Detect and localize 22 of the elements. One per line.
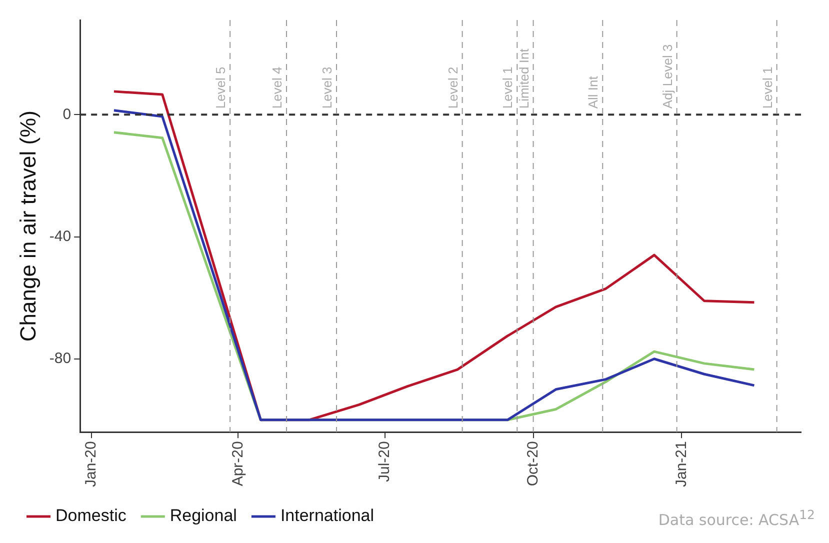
- y-tick-label: 0: [62, 106, 72, 123]
- y-tick-label: -80: [49, 350, 72, 368]
- y-axis-title: Change in air travel (%): [15, 110, 40, 342]
- x-tick-label: Oct-20: [524, 441, 542, 486]
- ref-line-label: Level 2: [445, 66, 460, 109]
- ref-line-label: Level 3: [320, 66, 335, 109]
- y-tick-label: -40: [49, 228, 72, 245]
- ref-line-label: All Int: [586, 76, 601, 109]
- ref-line-label: Level 4: [270, 66, 285, 109]
- x-tick-label: Jul-20: [376, 441, 394, 482]
- ref-line-label: Level 1: [760, 66, 775, 109]
- ref-line-label: Level 1: [500, 66, 516, 109]
- source-note: Data source: ACSA$^{12}$: [658, 507, 815, 529]
- legend-label: Domestic: [56, 506, 127, 526]
- legend-label: Regional: [170, 506, 237, 526]
- x-tick-label: Jan-20: [82, 441, 100, 488]
- legend-label: International: [280, 506, 374, 526]
- x-tick-label: Jan-21: [672, 441, 690, 488]
- ref-line-label: Limited Int: [516, 48, 532, 109]
- ref-line-label: Adj Level 3: [660, 44, 675, 109]
- x-tick-label: Apr-20: [229, 441, 246, 486]
- ref-line-label: Level 5: [213, 66, 228, 109]
